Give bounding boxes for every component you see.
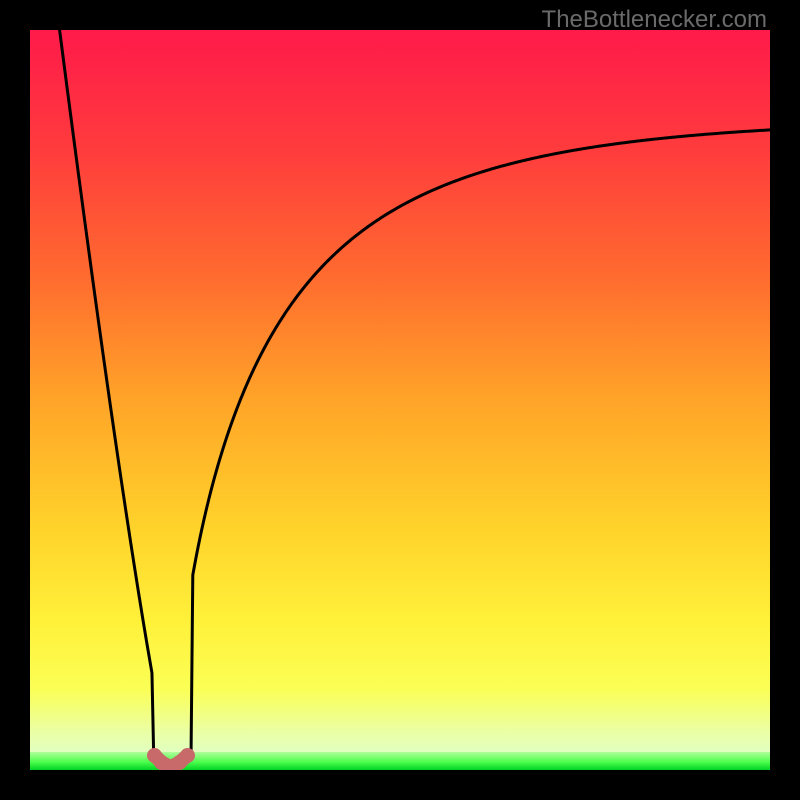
chart-stage: TheBottlenecker.com — [0, 0, 800, 800]
plot-area — [30, 30, 770, 770]
dip-markers-layer — [30, 30, 770, 770]
watermark-text: TheBottlenecker.com — [542, 6, 767, 34]
dip-marker-dot — [180, 748, 195, 763]
